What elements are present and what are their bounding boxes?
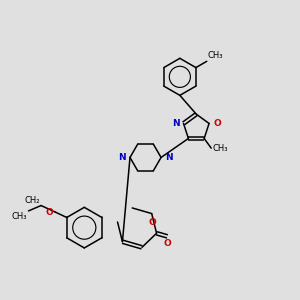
Text: N: N — [172, 119, 179, 128]
Text: O: O — [46, 208, 54, 217]
Text: N: N — [165, 153, 172, 162]
Text: CH₃: CH₃ — [12, 212, 27, 220]
Text: N: N — [118, 153, 126, 162]
Text: O: O — [164, 239, 171, 248]
Text: CH₃: CH₃ — [213, 144, 228, 153]
Text: CH₂: CH₂ — [24, 196, 40, 205]
Text: CH₃: CH₃ — [207, 50, 223, 59]
Text: O: O — [213, 119, 221, 128]
Text: O: O — [148, 218, 156, 227]
